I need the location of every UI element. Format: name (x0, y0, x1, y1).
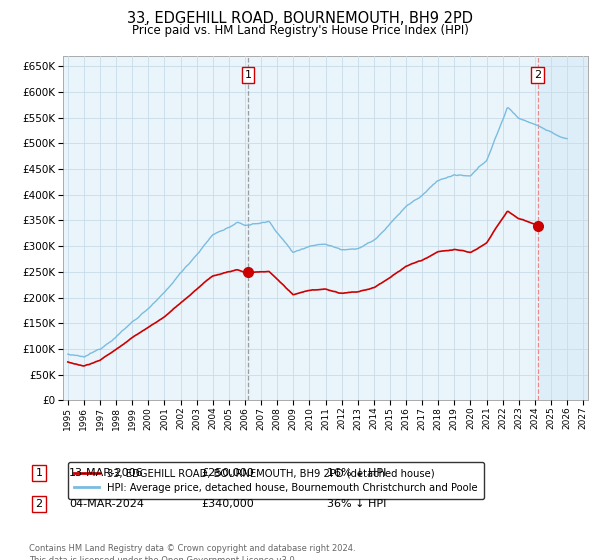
Text: 13-MAR-2006: 13-MAR-2006 (69, 468, 143, 478)
Text: 04-MAR-2024: 04-MAR-2024 (69, 499, 144, 509)
Text: 2: 2 (35, 499, 43, 509)
Text: 33, EDGEHILL ROAD, BOURNEMOUTH, BH9 2PD: 33, EDGEHILL ROAD, BOURNEMOUTH, BH9 2PD (127, 11, 473, 26)
Text: Contains HM Land Registry data © Crown copyright and database right 2024.
This d: Contains HM Land Registry data © Crown c… (29, 544, 355, 560)
Text: 1: 1 (245, 70, 251, 80)
Bar (539, 56, 588, 400)
Text: Price paid vs. HM Land Registry's House Price Index (HPI): Price paid vs. HM Land Registry's House … (131, 24, 469, 36)
Text: 1: 1 (35, 468, 43, 478)
Text: 2: 2 (534, 70, 541, 80)
Bar (539, 56, 588, 400)
Legend: 33, EDGEHILL ROAD, BOURNEMOUTH, BH9 2PD (detached house), HPI: Average price, de: 33, EDGEHILL ROAD, BOURNEMOUTH, BH9 2PD … (68, 462, 484, 499)
Text: 16% ↓ HPI: 16% ↓ HPI (327, 468, 386, 478)
Text: £250,000: £250,000 (201, 468, 254, 478)
Text: £340,000: £340,000 (201, 499, 254, 509)
Text: 36% ↓ HPI: 36% ↓ HPI (327, 499, 386, 509)
